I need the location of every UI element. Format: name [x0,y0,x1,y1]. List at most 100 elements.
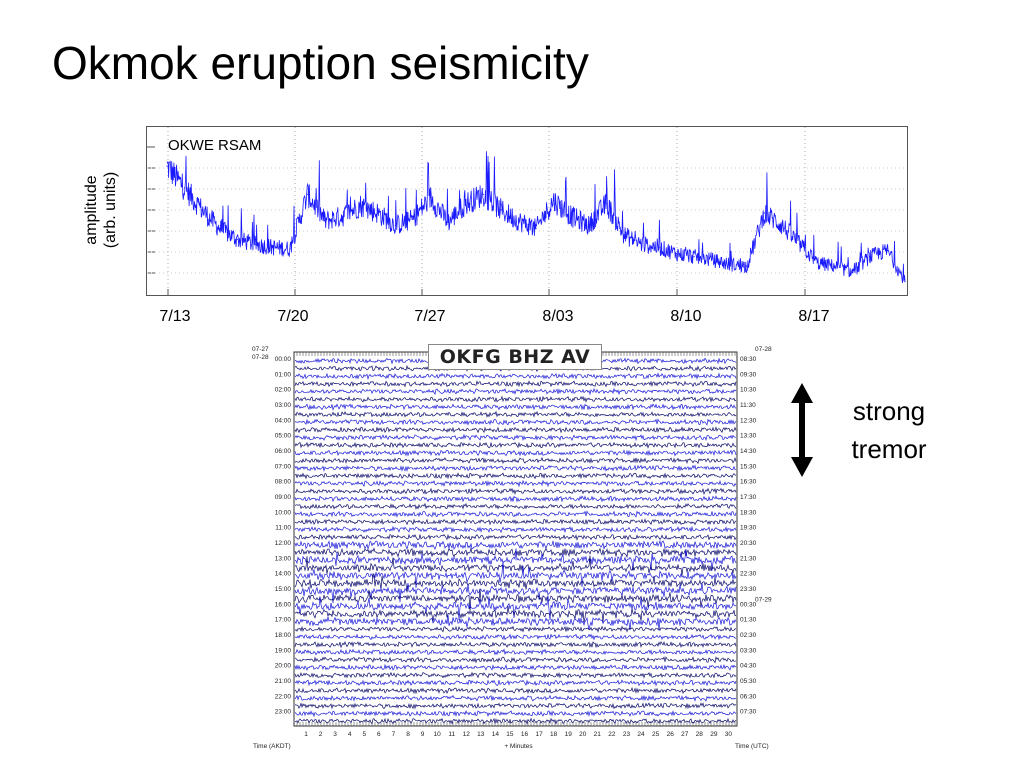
helicorder-minute-tick-label: 24 [637,731,645,738]
helicorder-left-time-label: 22:00 [275,693,292,700]
helicorder-right-date: 07-28 [755,346,772,353]
helicorder-minute-tick-label: 28 [696,731,704,738]
helicorder-minute-tick-label: 7 [392,731,396,738]
rsam-data-point [201,209,203,211]
helicorder-trace [294,648,737,656]
helicorder-minute-tick-label: 25 [652,731,660,738]
rsam-data-point [465,203,467,205]
helicorder-trace [294,614,737,631]
rsam-x-tick-label: 8/17 [798,308,830,325]
helicorder-trace [294,502,737,510]
rsam-data-point [886,249,889,251]
rsam-data-point [746,265,748,267]
helicorder-right-time-label: 14:30 [740,448,757,455]
helicorder-right-time-label: 09:30 [740,371,757,378]
helicorder-left-time-label: 00:00 [275,356,292,363]
helicorder-left-time-label: 16:00 [275,601,292,608]
rsam-data-point [799,243,801,245]
helicorder-minute-tick-label: 6 [377,731,381,738]
rsam-ylabel-line1: amplitude [83,175,100,245]
helicorder-minute-tick-label: 5 [362,731,366,738]
rsam-data-point [553,199,555,202]
rsam-station-label: OKWE RSAM [168,137,262,154]
annotation-tremor: tremor [851,434,927,464]
helicorder-right-time-label: 20:30 [740,540,757,547]
helicorder-left-date: 07-28 [252,354,269,361]
helicorder-trace [294,372,737,381]
helicorder-minute-tick-label: 2 [319,731,323,738]
helicorder-minute-tick-label: 26 [667,731,675,738]
rsam-data-point [166,165,168,167]
rsam-data-point [693,256,695,258]
rsam-ylabel-line2: (arb. units) [102,171,119,249]
rsam-data-point [570,215,572,217]
helicorder-minute-tick-label: 30 [725,731,733,738]
helicorder-trace [294,679,737,687]
helicorder-right-time-label: 02:30 [740,632,757,639]
helicorder-title: OKFG BHZ AV [428,344,602,370]
helicorder-right-time-label: 16:30 [740,479,757,486]
helicorder-trace [294,573,737,593]
rsam-data-point [377,212,379,214]
helicorder-trace [294,671,737,679]
helicorder-trace [294,605,736,623]
helicorder-minute-tick-label: 22 [608,731,616,738]
helicorder-trace [294,433,737,442]
helicorder-right-time-label: 19:30 [740,525,757,532]
helicorder-left-time-label: 23:00 [275,709,292,716]
helicorder-right-time-label: 00:30 [740,601,757,608]
helicorder-left-date: 07-27 [252,346,269,353]
helicorder-left-time-label: 15:00 [275,586,292,593]
helicorder-left-time-label: 04:00 [275,417,292,424]
helicorder-trace [294,555,737,576]
helicorder-right-time-label: 21:30 [740,555,757,562]
helicorder-left-time-label: 20:00 [275,663,292,670]
helicorder-left-time-label: 07:00 [275,463,292,470]
helicorder-trace [294,510,737,518]
rsam-data-point [271,246,273,248]
helicorder-minute-tick-label: 18 [550,731,558,738]
helicorder-minute-tick-label: 21 [594,731,602,738]
helicorder-minute-tick-label: 12 [463,731,471,738]
helicorder-trace [294,380,737,388]
rsam-data-point [623,234,625,236]
helicorder-trace [294,456,737,465]
helicorder-trace [294,495,737,503]
rsam-x-tick-label: 8/03 [542,308,574,325]
rsam-ylabel: amplitude (arb. units) [82,150,142,270]
helicorder-right-time-label: 03:30 [740,647,757,654]
helicorder-trace [294,403,737,411]
helicorder-left-time-label: 02:00 [275,387,292,394]
helicorder-trace [294,533,737,541]
rsam-data-point [324,220,326,222]
helicorder-trace [295,702,737,710]
helicorder-minute-tick-label: 13 [477,731,485,738]
rsam-data-point [219,228,221,230]
helicorder-trace [294,709,737,718]
helicorder-trace [294,387,737,396]
rsam-data-point [394,224,396,227]
slide-title: Okmok eruption seismicity [52,37,589,89]
helicorder-right-time-label: 22:30 [740,571,757,578]
helicorder-trace [294,717,737,726]
helicorder-left-time-label: 09:00 [275,494,292,501]
rsam-x-tick-label: 8/10 [670,308,702,325]
helicorder-right-time-label: 13:30 [740,433,757,440]
helicorder-trace [294,479,737,488]
helicorder-minute-tick-label: 14 [492,731,500,738]
helicorder-trace [294,548,737,571]
helicorder-left-time-label: 03:00 [275,402,292,409]
helicorder-right-time-label: 17:30 [740,494,757,501]
helicorder-left-time-label: 11:00 [275,525,291,532]
rsam-data-point [711,259,713,261]
helicorder-right-time-label: 15:30 [740,463,757,470]
rsam-data-point [640,243,642,245]
helicorder-minute-tick-label: 8 [406,731,410,738]
helicorder-left-time-label: 06:00 [275,448,292,455]
helicorder-minute-tick-label: 15 [506,731,514,738]
rsam-data-point [658,246,660,248]
helicorder-minute-tick-label: 16 [521,731,529,738]
helicorder-right-time-label: 10:30 [740,387,757,394]
helicorder-minute-tick-label: 4 [348,731,352,738]
helicorder-left-time-label: 17:00 [275,617,292,624]
